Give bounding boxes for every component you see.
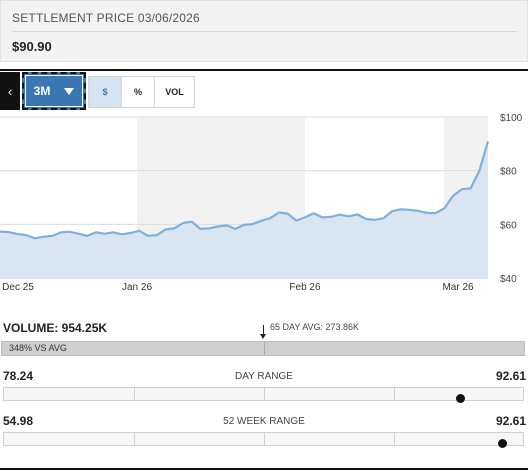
y-tick-label: $100 <box>500 113 523 124</box>
settlement-price: $90.90 <box>12 39 52 54</box>
day-range: 78.24 DAY RANGE 92.61 <box>0 369 528 411</box>
range-divider <box>264 388 265 400</box>
price-area <box>0 141 488 278</box>
back-button[interactable]: ‹ <box>0 72 20 110</box>
settlement-divider <box>12 31 517 32</box>
day-range-low: 78.24 <box>3 369 34 383</box>
chart-top-rule <box>0 69 528 71</box>
caret-down-icon <box>64 87 75 95</box>
day-range-title: DAY RANGE <box>235 371 293 382</box>
mode-percent-button[interactable]: % <box>121 76 155 108</box>
volume-bar-midline <box>264 342 265 355</box>
volume-bar: 348% VS AVG <box>1 341 525 356</box>
settlement-panel: SETTLEMENT PRICE 03/06/2026 $90.90 <box>0 0 528 62</box>
day-range-track <box>3 387 524 403</box>
y-tick-label: $60 <box>500 220 517 231</box>
x-tick-label: Jan 26 <box>122 282 152 293</box>
week52-range: 54.98 52 WEEK RANGE 92.61 <box>0 414 528 456</box>
volume-vs-avg: 348% VS AVG <box>9 343 67 353</box>
x-tick-label: Feb 26 <box>289 282 321 293</box>
bottom-rule <box>0 468 528 470</box>
day-range-high: 92.61 <box>495 369 526 383</box>
arrow-down-icon <box>260 334 266 339</box>
y-tick-label: $80 <box>500 167 517 178</box>
week52-range-title: 52 WEEK RANGE <box>223 416 305 427</box>
range-dropdown[interactable]: 3M <box>22 72 86 110</box>
week52-range-high: 92.61 <box>495 414 526 428</box>
range-divider <box>134 433 135 445</box>
volume-avg-marker <box>263 325 264 337</box>
mode-volume-button[interactable]: VOL <box>154 76 195 108</box>
week52-range-marker <box>497 439 507 448</box>
week52-range-low: 54.98 <box>3 414 34 428</box>
range-divider <box>134 388 135 400</box>
mode-dollar-button[interactable]: $ <box>88 76 122 108</box>
x-tick-label: Mar 26 <box>442 282 474 293</box>
price-line <box>0 141 490 240</box>
chevron-left-icon: ‹ <box>7 83 13 99</box>
range-divider <box>394 388 395 400</box>
range-label: 3M <box>33 84 51 98</box>
range-divider <box>264 433 265 445</box>
x-tick-label: Dec 25 <box>2 282 34 293</box>
volume-label: VOLUME: 954.25K <box>3 321 108 335</box>
chart-controls: ‹ 3M $ % VOL <box>0 72 196 110</box>
settlement-label: SETTLEMENT PRICE 03/06/2026 <box>12 11 200 25</box>
range-divider <box>394 433 395 445</box>
day-range-marker <box>456 394 466 403</box>
price-chart[interactable]: $100 $80 $60 $40 Dec 25 Jan 26 Feb 26 Mar 26 <box>0 110 528 296</box>
week52-range-track <box>3 432 524 448</box>
volume-avg-label: 65 DAY AVG: 273.86K <box>270 322 360 332</box>
y-tick-label: $40 <box>500 274 517 285</box>
